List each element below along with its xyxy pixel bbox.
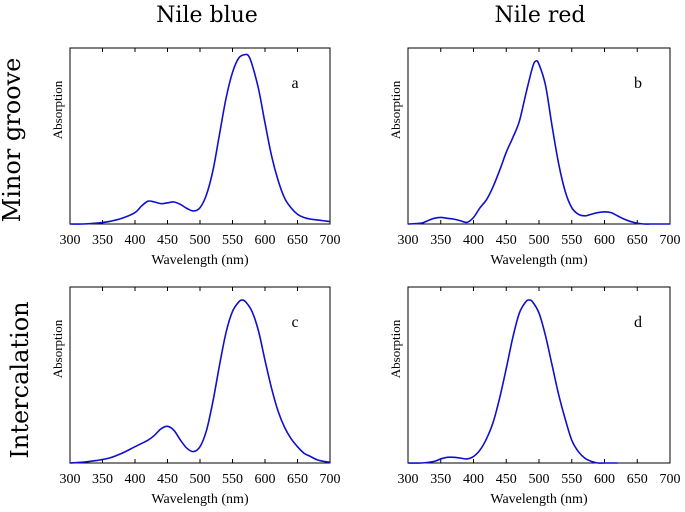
column-title-nile-blue: Nile blue xyxy=(156,3,258,28)
x-tick-label: 650 xyxy=(287,472,308,487)
panel-letter-d: d xyxy=(634,314,642,331)
x-tick-label: 400 xyxy=(125,233,146,248)
x-tick-label: 500 xyxy=(190,472,211,487)
x-tick-label: 700 xyxy=(660,233,681,248)
y-axis-label: Absorption xyxy=(50,319,65,378)
x-tick-label: 350 xyxy=(430,472,451,487)
x-tick-label: 650 xyxy=(627,233,648,248)
x-axis-label: Wavelength (nm) xyxy=(151,253,249,268)
x-tick-label: 450 xyxy=(496,472,517,487)
x-tick-label: 700 xyxy=(320,233,341,248)
absorption-curve-a xyxy=(69,53,331,225)
x-tick-label: 400 xyxy=(463,472,484,487)
x-tick-label: 300 xyxy=(398,233,419,248)
absorption-curve-d xyxy=(407,299,618,464)
plot-frame-b xyxy=(407,47,671,225)
x-tick-label: 550 xyxy=(222,472,243,487)
x-axis-label: Wavelength (nm) xyxy=(151,492,249,507)
absorption-curve-b xyxy=(407,59,670,225)
panel-b: 300 350 400 450 500 550 600 650 700 Wavelength (n… xyxy=(388,47,681,268)
x-tick-label: 500 xyxy=(529,472,550,487)
x-tick-label: 700 xyxy=(320,472,341,487)
x-tick-label: 550 xyxy=(561,233,582,248)
x-tick-label: 600 xyxy=(594,472,615,487)
panel-d: 300 350 400 450 500 550 600 650 700 Wavelength (n… xyxy=(388,286,681,507)
x-tick-label: 350 xyxy=(92,233,113,248)
row-title-intercalation: Intercalation xyxy=(6,301,34,458)
x-tick-label: 700 xyxy=(660,472,681,487)
panel-letter-a: a xyxy=(291,75,298,92)
x-tick-label: 650 xyxy=(287,233,308,248)
y-axis-label: Absorption xyxy=(50,80,65,139)
x-tick-label: 300 xyxy=(60,472,81,487)
x-tick-label: 300 xyxy=(398,472,419,487)
x-tick-label: 600 xyxy=(255,472,276,487)
y-axis-label: Absorption xyxy=(388,80,403,139)
x-tick-label: 500 xyxy=(190,233,211,248)
x-tick-label: 300 xyxy=(60,233,81,248)
x-tick-label: 500 xyxy=(529,233,550,248)
x-tick-label: 450 xyxy=(157,233,178,248)
x-tick-label: 650 xyxy=(627,472,648,487)
x-tick-label: 400 xyxy=(463,233,484,248)
absorption-curve-c xyxy=(69,299,331,464)
x-tick-label: 350 xyxy=(430,233,451,248)
x-axis-label: Wavelength (nm) xyxy=(490,253,588,268)
x-tick-label: 350 xyxy=(92,472,113,487)
x-axis-label: Wavelength (nm) xyxy=(490,492,588,507)
panel-c: 300 350 400 450 500 550 600 650 700 Wavelength (n… xyxy=(50,286,341,507)
x-tick-label: 600 xyxy=(255,233,276,248)
x-tick-label: 600 xyxy=(594,233,615,248)
x-tick-label: 450 xyxy=(496,233,517,248)
x-tick-label: 450 xyxy=(157,472,178,487)
panel-a: 300 350 400 450 500 550 600 650 700 Wavelength (n… xyxy=(50,47,341,268)
x-tick-label: 400 xyxy=(125,472,146,487)
y-axis-label: Absorption xyxy=(388,319,403,378)
row-title-minor-groove: Minor groove xyxy=(0,58,26,223)
x-tick-label: 550 xyxy=(222,233,243,248)
x-tick-label: 550 xyxy=(561,472,582,487)
panel-letter-b: b xyxy=(634,75,642,92)
panel-letter-c: c xyxy=(291,314,298,331)
column-title-nile-red: Nile red xyxy=(495,3,586,28)
